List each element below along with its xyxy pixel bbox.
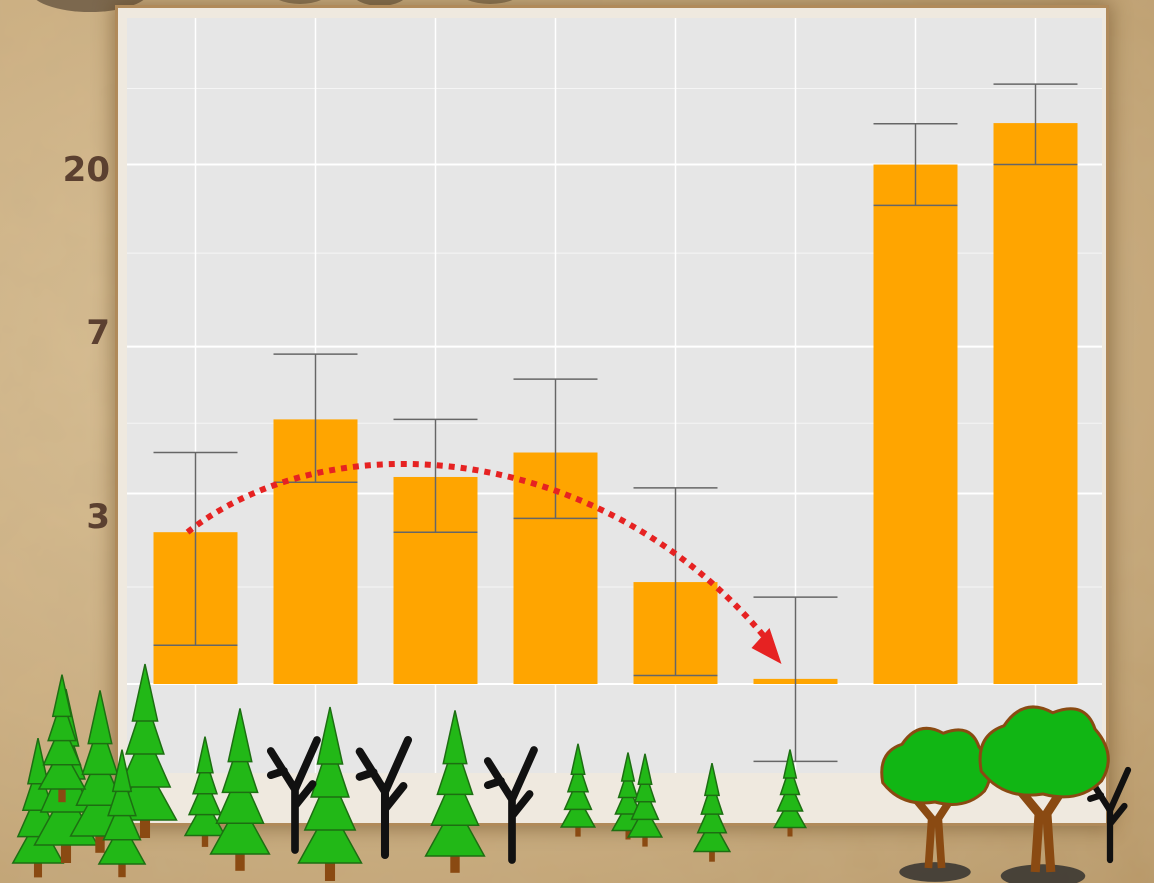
bar-6 [873,164,958,684]
pine-tree-icon [297,706,363,881]
pine-tree-icon [772,749,808,837]
trend-arrow-head [751,628,782,664]
y-tick-label-20: 20 [62,150,110,190]
y-tick-label-7: 7 [86,313,110,353]
dead-tree-icon [483,746,538,864]
pine-tree-icon [97,749,147,878]
pine-tree-icon [37,674,87,803]
dead-tree-icon [266,736,321,854]
oak-tree-icon [978,705,1110,883]
pine-tree-icon [69,690,131,853]
pine-tree-icon [559,743,597,837]
y-tick-label-3: 3 [86,497,110,537]
dead-tree-icon [355,735,413,860]
bar-7 [993,123,1078,685]
pine-tree-icon [692,762,732,862]
pine-tree-icon [183,736,227,847]
pine-tree-icon [424,710,486,873]
dead-tree-icon [1087,766,1132,864]
pine-tree-icon [626,753,664,847]
pine-tree-icon [209,708,271,871]
oak-tree-icon [880,726,992,882]
